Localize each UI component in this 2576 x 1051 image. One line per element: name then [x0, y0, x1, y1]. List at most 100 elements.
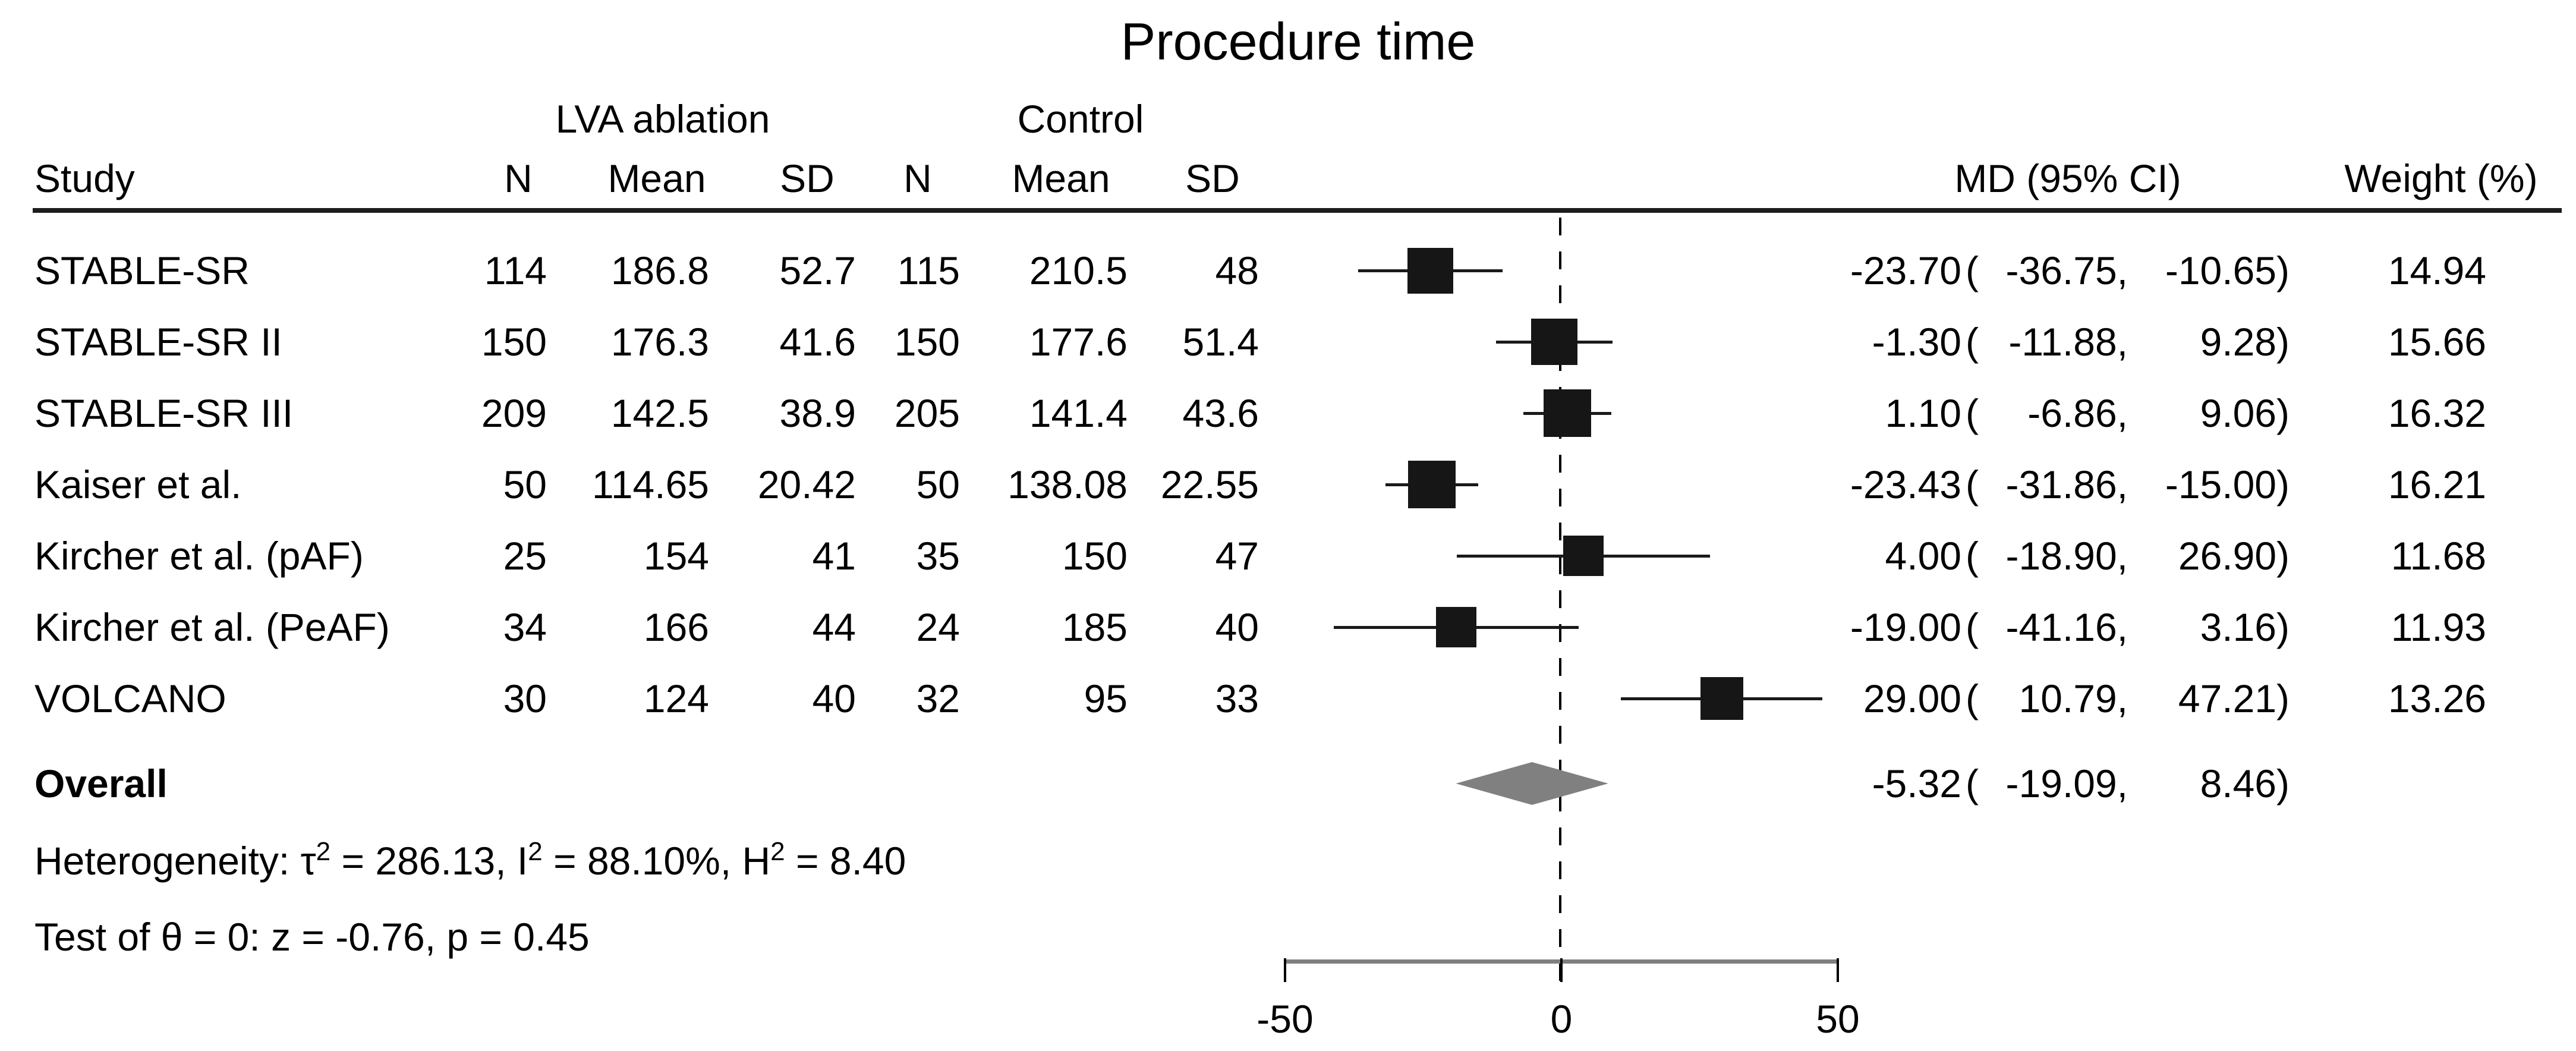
md-open-paren: ( [1966, 676, 1979, 720]
control-sd: 51.4 [1182, 320, 1259, 364]
effect-square [1407, 247, 1454, 294]
heterogeneity-text: Heterogeneity: τ [34, 839, 316, 883]
study-label: STABLE-SR [34, 248, 250, 292]
md-value: 1.10 [1885, 391, 1961, 435]
control-mean: 95 [1084, 676, 1128, 720]
control-sd: 33 [1215, 676, 1259, 720]
overall-label: Overall [34, 761, 168, 805]
study-label: Kircher et al. (pAF) [34, 534, 364, 578]
treatment-sd: 40 [812, 676, 856, 720]
treatment-n: 114 [484, 248, 547, 292]
weight-value: 15.66 [2388, 320, 2486, 364]
heterogeneity-text: = 88.10%, H [542, 839, 771, 883]
weight-value: 13.26 [2388, 676, 2486, 720]
treatment-n: 30 [503, 676, 547, 720]
md-open-paren: ( [1966, 320, 1979, 364]
treatment-n: 34 [503, 605, 547, 649]
test-of-theta-stats: Test of θ = 0: z = -0.76, p = 0.45 [34, 915, 590, 959]
treatment-sd: 44 [812, 605, 856, 649]
column-header-sd1: SD [780, 156, 834, 200]
treatment-n: 150 [481, 320, 547, 364]
superscript: 2 [770, 837, 785, 866]
heterogeneity-text: = 8.40 [785, 839, 906, 883]
md-value: 4.00 [1885, 534, 1961, 578]
zero-reference-line [1559, 218, 1561, 984]
md-open-paren: ( [1966, 248, 1979, 292]
treatment-sd: 38.9 [779, 391, 856, 435]
study-label: STABLE-SR III [34, 391, 294, 435]
md-value: -23.70 [1850, 248, 1961, 292]
effect-square [1408, 461, 1456, 508]
ci-upper: 3.16) [2200, 605, 2290, 649]
overall-ci-lower: -19.09, [2005, 761, 2128, 805]
weight-value: 11.68 [2391, 534, 2486, 578]
ci-lower: -41.16, [2005, 605, 2128, 649]
ci-upper: 47.21) [2178, 676, 2290, 720]
md-open-paren: ( [1966, 605, 1979, 649]
heterogeneity-stats: Heterogeneity: τ2 = 286.13, I2 = 88.10%,… [34, 839, 906, 883]
overall-diamond [1456, 762, 1608, 805]
column-header-mean2: Mean [1012, 156, 1110, 200]
study-label: Kircher et al. (PeAF) [34, 605, 390, 649]
treatment-mean: 166 [643, 605, 709, 649]
control-n: 150 [894, 320, 960, 364]
ci-lower: 10.79, [2018, 676, 2128, 720]
overall-open-paren: ( [1966, 761, 1979, 805]
control-mean: 210.5 [1029, 248, 1128, 292]
md-open-paren: ( [1966, 534, 1979, 578]
treatment-n: 209 [481, 391, 547, 435]
control-n: 32 [916, 676, 960, 720]
effect-square [1563, 536, 1604, 576]
effect-square [1700, 677, 1743, 720]
treatment-mean: 154 [643, 534, 709, 578]
chart-title: Procedure time [1120, 12, 1476, 71]
md-value: 29.00 [1863, 676, 1961, 720]
treatment-mean: 186.8 [610, 248, 709, 292]
md-open-paren: ( [1966, 462, 1979, 506]
weight-value: 14.94 [2388, 248, 2486, 292]
control-sd: 22.55 [1160, 462, 1259, 506]
ci-lower: -36.75, [2005, 248, 2128, 292]
overall-ci-upper: 8.46) [2200, 761, 2290, 805]
control-mean: 177.6 [1029, 320, 1128, 364]
control-n: 50 [916, 462, 960, 506]
treatment-mean: 124 [643, 676, 709, 720]
group-header-lva-ablation: LVA ablation [555, 97, 770, 141]
x-axis-tick-label: 0 [1550, 997, 1573, 1041]
group-header-control: Control [1017, 97, 1144, 141]
ci-lower: -18.90, [2005, 534, 2128, 578]
weight-value: 16.21 [2388, 462, 2486, 506]
column-header-mean1: Mean [607, 156, 706, 200]
header-rule [33, 208, 2562, 213]
weight-value: 11.93 [2391, 605, 2486, 649]
control-mean: 185 [1062, 605, 1128, 649]
control-sd: 40 [1215, 605, 1259, 649]
x-axis-tick-label: -50 [1256, 997, 1314, 1041]
ci-upper: -15.00) [2165, 462, 2290, 506]
column-header-weight: Weight (%) [2344, 156, 2538, 200]
column-header-sd2: SD [1185, 156, 1240, 200]
treatment-sd: 52.7 [779, 248, 856, 292]
x-axis-tick [1560, 958, 1563, 982]
md-open-paren: ( [1966, 391, 1979, 435]
md-value: -19.00 [1850, 605, 1961, 649]
treatment-sd: 20.42 [757, 462, 856, 506]
superscript: 2 [528, 837, 543, 866]
control-mean: 138.08 [1007, 462, 1128, 506]
column-header-md-ci: MD (95% CI) [1954, 156, 2181, 200]
control-n: 35 [916, 534, 960, 578]
column-header-study: Study [34, 156, 135, 200]
ci-upper: -10.65) [2165, 248, 2290, 292]
study-label: Kaiser et al. [34, 462, 242, 506]
study-label: STABLE-SR II [34, 320, 282, 364]
md-value: -23.43 [1850, 462, 1961, 506]
column-header-n1: N [504, 156, 533, 200]
treatment-n: 50 [503, 462, 547, 506]
control-sd: 47 [1215, 534, 1259, 578]
treatment-n: 25 [503, 534, 547, 578]
control-mean: 150 [1062, 534, 1128, 578]
heterogeneity-text: = 286.13, I [330, 839, 528, 883]
treatment-mean: 142.5 [610, 391, 709, 435]
